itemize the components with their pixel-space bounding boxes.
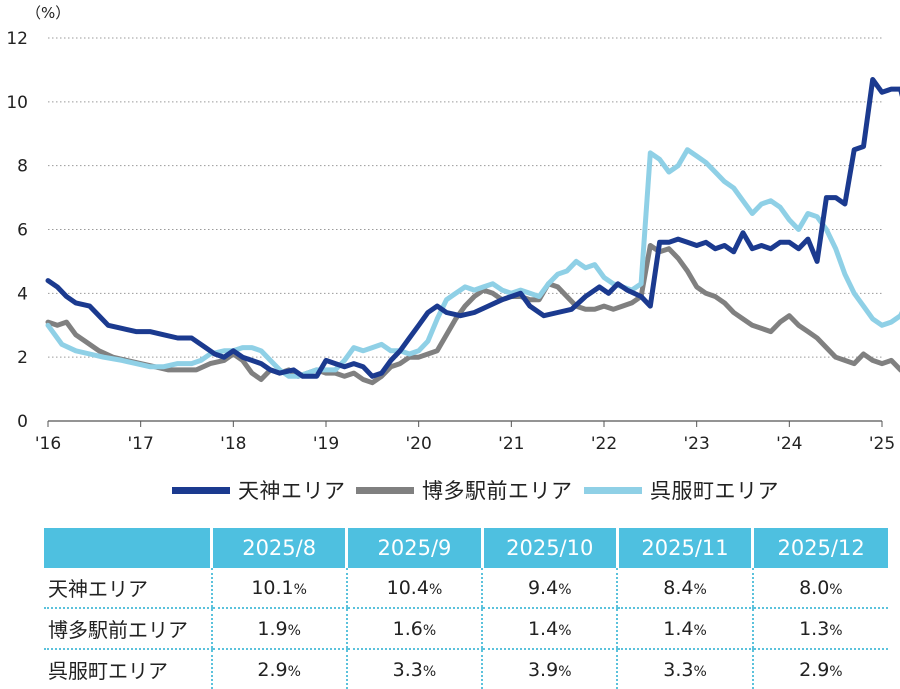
table-header-row: 2025/8 2025/9 2025/10 2025/11 2025/12 [44, 528, 888, 568]
table-cell: 10.1% [210, 568, 347, 609]
cell-unit: % [829, 581, 843, 598]
cell-unit: % [829, 663, 843, 680]
row-label: 博多駅前エリア [44, 608, 212, 650]
table-row: 天神エリア 10.1% 10.4% 9.4% 8.4% 8.0% [44, 568, 888, 609]
table-cell: 2.9% [751, 649, 888, 689]
x-tick-label: '24 [776, 434, 802, 454]
y-axis: 0 2 4 6 8 10 12 [6, 29, 28, 432]
table-cell: 3.3% [616, 649, 753, 689]
legend-item-hakata: 博多駅前エリア [356, 475, 573, 505]
table-header-cell: 2025/10 [480, 528, 618, 568]
series-line-0 [45, 77, 900, 379]
row-label: 天神エリア [44, 568, 212, 609]
cell-unit: % [422, 663, 437, 680]
table-cell: 1.4% [481, 608, 618, 650]
cell-value: 1.4 [663, 617, 694, 640]
cell-unit: % [558, 581, 572, 598]
vacancy-rate-table: 2025/8 2025/9 2025/10 2025/11 2025/12 天神… [44, 528, 888, 689]
table-cell: 3.9% [481, 649, 618, 689]
y-tick-label: 12 [6, 29, 28, 49]
cell-value: 8.4 [663, 576, 694, 599]
table-header-cell: 2025/9 [345, 528, 483, 568]
table-cell: 2.9% [210, 649, 347, 689]
line-chart: 0 2 4 6 8 10 12 '16 '17 '18 '19 '20 '21 '22 '23 '24 '25… [6, 4, 900, 454]
y-tick-label: 6 [17, 221, 28, 241]
x-tick-label: '18 [220, 434, 246, 454]
series-line-2 [45, 147, 900, 379]
cell-value: 1.3 [799, 617, 830, 640]
table-cell: 9.4% [481, 568, 618, 609]
x-axis: '16 '17 '18 '19 '20 '21 '22 '23 '24 '25 [35, 421, 895, 454]
table-cell: 3.3% [345, 649, 483, 689]
x-tick-label: '17 [128, 434, 154, 454]
legend-swatch-gofukumachi [584, 486, 642, 494]
table-row: 博多駅前エリア 1.9% 1.6% 1.4% 1.4% 1.3% [44, 608, 888, 650]
cell-value: 8.0 [799, 576, 830, 599]
legend-swatch-tenjin [172, 486, 230, 494]
cell-unit: % [558, 622, 572, 639]
cell-unit: % [693, 622, 707, 639]
x-tick-label: '19 [313, 434, 339, 454]
cell-value: 3.3 [663, 658, 694, 681]
x-tick-label: '25 [869, 434, 895, 454]
cell-unit: % [422, 622, 437, 639]
y-tick-label: 10 [6, 93, 28, 113]
table-header-cell: 2025/8 [209, 528, 347, 568]
table-cell: 10.4% [345, 568, 483, 609]
table-header-cell: 2025/11 [615, 528, 753, 568]
table-header-cell: 2025/12 [751, 528, 888, 568]
y-tick-label: 0 [17, 412, 28, 432]
legend-item-tenjin: 天神エリア [172, 475, 346, 505]
y-tick-label: 8 [17, 157, 28, 177]
y-unit-label: （%） [26, 4, 70, 22]
legend-swatch-hakata [356, 486, 414, 494]
x-tick-label: '22 [591, 434, 617, 454]
legend-label-hakata: 博多駅前エリア [422, 479, 573, 503]
table-cell: 8.4% [616, 568, 753, 609]
cell-unit: % [287, 622, 301, 639]
cell-value: 1.9 [257, 617, 288, 640]
table-cell: 8.0% [751, 568, 888, 609]
legend-label-gofukumachi: 呉服町エリア [650, 479, 779, 503]
grid-lines [48, 37, 882, 422]
y-tick-label: 2 [17, 348, 28, 368]
x-tick-label: '23 [684, 434, 710, 454]
table-cell: 1.3% [751, 608, 888, 650]
cell-unit: % [428, 581, 443, 598]
row-label: 呉服町エリア [48, 659, 168, 683]
legend: 天神エリア 博多駅前エリア 呉服町エリア [0, 475, 900, 505]
legend-item-gofukumachi: 呉服町エリア [584, 475, 779, 505]
x-tick-label: '20 [406, 434, 432, 454]
cell-value: 2.9 [799, 658, 830, 681]
cell-unit: % [693, 663, 707, 680]
cell-unit: % [693, 581, 707, 598]
cell-value: 1.6 [392, 617, 423, 640]
table-cell: 1.9% [210, 608, 347, 650]
legend-label-tenjin: 天神エリア [238, 479, 346, 503]
cell-value: 10.1 [251, 576, 294, 599]
cell-value: 9.4 [527, 576, 559, 599]
y-tick-label: 4 [17, 284, 28, 304]
cell-value: 1.4 [527, 617, 559, 640]
cell-unit: % [558, 663, 572, 680]
cell-value: 3.3 [392, 658, 423, 681]
table-header-empty [44, 528, 212, 568]
cell-value: 2.9 [257, 658, 288, 681]
cell-unit: % [287, 663, 301, 680]
cell-value: 10.4 [386, 576, 429, 599]
table-cell: 1.6% [345, 608, 483, 650]
cell-unit: % [293, 581, 307, 598]
table-row: 呉服町エリア 2.9% 3.3% 3.9% 3.3% 2.9% [44, 649, 888, 689]
series-lines [45, 77, 900, 386]
cell-unit: % [829, 622, 843, 639]
x-tick-label: '21 [498, 434, 524, 454]
table-cell: 1.4% [616, 608, 753, 650]
x-tick-label: '16 [35, 434, 61, 454]
cell-value: 3.9 [527, 658, 559, 681]
